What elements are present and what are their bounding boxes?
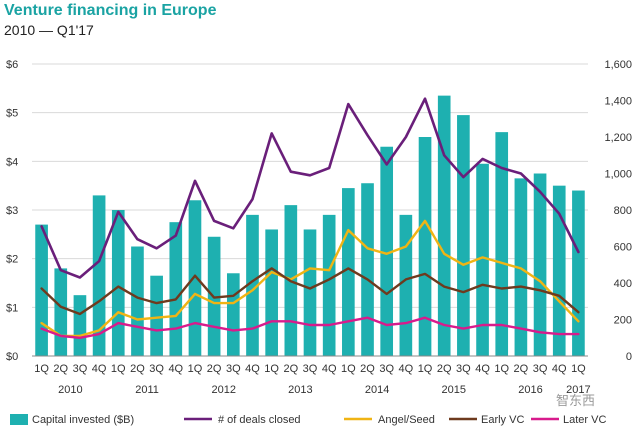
quarter-tick-label: 1Q xyxy=(341,363,356,375)
capital-invested-bar xyxy=(54,268,68,356)
capital-invested-bar xyxy=(111,210,125,356)
legend-swatch xyxy=(10,414,28,425)
capital-invested-bar xyxy=(552,185,566,356)
year-tick-label: 2014 xyxy=(365,384,389,396)
capital-invested-bar xyxy=(476,163,489,356)
right-axis-tick-label: 1,200 xyxy=(604,132,632,144)
quarter-tick-label: 2Q xyxy=(207,363,222,375)
left-axis-tick-label: $6 xyxy=(6,59,18,71)
right-axis-tick-label: 200 xyxy=(614,315,632,327)
quarter-tick-label: 2Q xyxy=(283,363,298,375)
year-tick-label: 2012 xyxy=(211,384,235,396)
left-axis-tick-label: $1 xyxy=(6,302,18,314)
year-tick-label: 2011 xyxy=(135,384,159,396)
capital-invested-bar xyxy=(533,173,547,356)
left-axis-tick-label: $3 xyxy=(6,205,18,217)
capital-invested-bar xyxy=(380,146,394,356)
quarter-tick-label: 2Q xyxy=(130,363,145,375)
quarter-tick-label: 1Q xyxy=(34,363,49,375)
chart-title: Venture financing in Europe xyxy=(4,2,217,19)
left-axis-tick-label: $5 xyxy=(6,108,18,120)
axis-layer: $0 $1 $2 $3 $4 $5 $6 0 200 400 600 800 1,000 1,200 1,4… xyxy=(6,59,632,396)
quarter-tick-label: 1Q xyxy=(418,363,433,375)
quarter-tick-label: 3Q xyxy=(73,363,88,375)
capital-invested-bar xyxy=(150,275,163,356)
year-tick-label: 2013 xyxy=(288,384,312,396)
capital-invested-bar xyxy=(572,190,585,356)
quarter-tick-label: 1Q xyxy=(264,363,279,375)
capital-invested-bar xyxy=(131,246,144,356)
capital-invested-bar xyxy=(169,222,183,356)
quarter-tick-label: 4Q xyxy=(92,363,107,375)
series-line-later xyxy=(40,316,580,339)
right-axis-tick-label: 1,600 xyxy=(604,59,632,71)
quarter-tick-label: 1Q xyxy=(494,363,509,375)
line-layer xyxy=(40,97,580,339)
right-axis-tick-label: 1,400 xyxy=(604,96,632,108)
capital-invested-bar xyxy=(35,224,48,356)
quarter-tick-label: 3Q xyxy=(379,363,394,375)
capital-invested-bar xyxy=(361,183,374,356)
quarter-tick-label: 4Q xyxy=(552,363,567,375)
quarter-tick-label: 1Q xyxy=(188,363,203,375)
legend-label: Angel/Seed xyxy=(378,414,435,426)
capital-invested-bar xyxy=(495,132,509,356)
capital-invested-bar xyxy=(437,95,451,356)
left-axis-tick-label: $4 xyxy=(6,156,18,168)
right-axis-tick-label: 1,000 xyxy=(604,169,632,181)
left-axis-tick-label: $0 xyxy=(6,351,18,363)
quarter-tick-label: 3Q xyxy=(456,363,471,375)
watermark: 智东西 xyxy=(556,394,595,409)
quarter-tick-label: 3Q xyxy=(149,363,164,375)
quarter-tick-label: 1Q xyxy=(111,363,126,375)
capital-invested-bar xyxy=(418,137,432,356)
bar-layer xyxy=(35,95,585,356)
right-axis-tick-label: 0 xyxy=(626,351,632,363)
quarter-tick-label: 4Q xyxy=(475,363,490,375)
capital-invested-bar xyxy=(265,229,278,356)
quarter-tick-label: 2Q xyxy=(514,363,529,375)
capital-invested-bar xyxy=(246,214,259,356)
quarter-tick-label: 3Q xyxy=(533,363,548,375)
year-tick-label: 2017 xyxy=(566,384,590,396)
series-line-angel xyxy=(40,219,580,338)
capital-invested-bar xyxy=(457,115,470,356)
capital-invested-bar xyxy=(188,200,202,356)
right-axis-tick-label: 800 xyxy=(614,205,632,217)
legend-label: Capital invested ($B) xyxy=(32,414,134,426)
quarter-tick-label: 1Q xyxy=(571,363,586,375)
year-tick-label: 2015 xyxy=(442,384,466,396)
capital-invested-bar xyxy=(92,195,106,356)
quarter-tick-label: 2Q xyxy=(53,363,68,375)
quarter-tick-label: 4Q xyxy=(399,363,414,375)
capital-invested-bar xyxy=(226,273,240,356)
quarter-tick-label: 3Q xyxy=(226,363,241,375)
quarter-tick-label: 4Q xyxy=(322,363,337,375)
capital-invested-bar xyxy=(322,214,336,356)
quarter-tick-label: 2Q xyxy=(437,363,452,375)
right-axis-tick-label: 400 xyxy=(614,278,632,290)
quarter-tick-label: 2Q xyxy=(360,363,375,375)
chart-subtitle: 2010 — Q1'17 xyxy=(4,22,94,38)
capital-invested-bar xyxy=(73,295,87,356)
year-tick-label: 2016 xyxy=(518,384,542,396)
right-axis-tick-label: 600 xyxy=(614,242,632,254)
legend-label: Early VC xyxy=(481,414,524,426)
series-line-deals xyxy=(40,97,580,279)
capital-invested-bar xyxy=(399,214,413,356)
left-axis-tick-label: $2 xyxy=(6,254,18,266)
quarter-tick-label: 4Q xyxy=(245,363,260,375)
quarter-tick-label: 4Q xyxy=(168,363,183,375)
capital-invested-bar xyxy=(303,229,317,356)
legend-label: Later VC xyxy=(563,414,606,426)
quarter-tick-label: 3Q xyxy=(303,363,318,375)
legend: Capital invested ($B) # of deals closed An… xyxy=(10,414,606,426)
legend-label: # of deals closed xyxy=(218,414,301,426)
year-tick-label: 2010 xyxy=(58,384,82,396)
series-line-early xyxy=(40,267,580,316)
capital-invested-bar xyxy=(342,188,355,356)
